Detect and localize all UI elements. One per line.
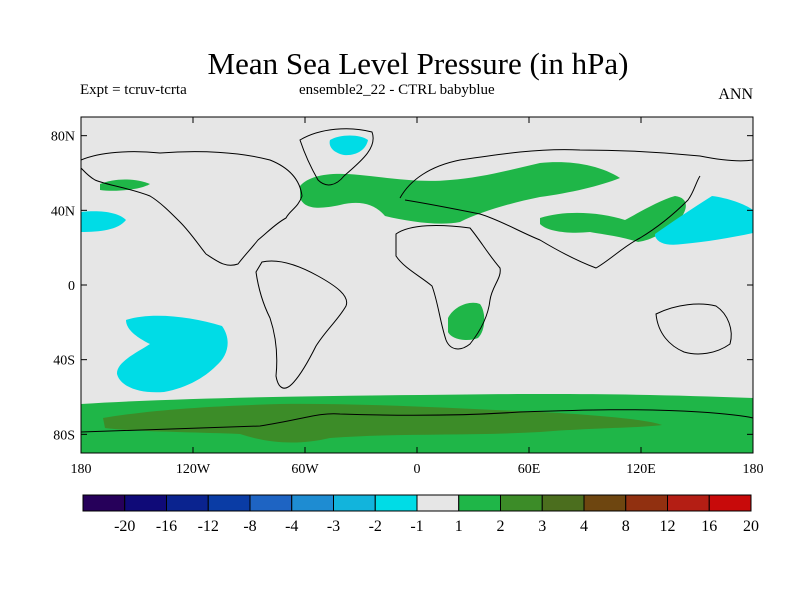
colorbar-label: -2 <box>369 518 382 535</box>
colorbar-swatch <box>124 494 167 512</box>
negative-anomaly-arctic <box>329 135 368 156</box>
colorbar-swatch <box>333 494 376 512</box>
colorbar-label: 1 <box>455 518 463 535</box>
coastline-greenland <box>299 128 374 186</box>
y-tick-label: 80S <box>53 428 75 443</box>
anomaly-fills <box>81 135 753 453</box>
experiment-label: Expt = tcruv-tcrta <box>80 82 187 98</box>
colorbar-label: -12 <box>198 518 219 535</box>
colorbar-label: -4 <box>285 518 298 535</box>
y-tick-label: 40N <box>51 204 75 219</box>
strong-positive-anomaly-antarctica <box>103 403 662 443</box>
chart-title: Mean Sea Level Pressure (in hPa) <box>207 46 629 81</box>
x-tick-label: 0 <box>414 462 421 477</box>
coastline-australia <box>655 303 732 355</box>
y-tick-label: 40S <box>53 354 75 369</box>
colorbar-labels: -20 -16 -12 -8 -4 -3 -2 -1 1 2 3 4 8 12 16 20 <box>114 518 759 535</box>
colorbar-swatch <box>583 494 627 512</box>
colorbar-label: 4 <box>580 518 588 535</box>
colorbar-swatch <box>667 494 710 512</box>
positive-anomaly-central-asia <box>540 196 686 242</box>
colorbar-label: -16 <box>156 518 177 535</box>
colorbar-swatch <box>291 494 334 512</box>
colorbar-swatch <box>166 494 209 512</box>
map-panel: 180 120W 60W 0 60E 120E 180 80N 40N 0 40S 80S <box>51 116 764 477</box>
coastline-africa <box>395 225 501 350</box>
x-tick-label: 60E <box>518 462 541 477</box>
positive-anomaly-atlantic-eurasia <box>300 162 620 224</box>
map-axis-ticks <box>80 117 754 453</box>
coastline-south-america <box>255 260 348 389</box>
x-tick-label: 180 <box>71 462 92 477</box>
x-tick-label: 120E <box>626 462 656 477</box>
colorbar <box>82 494 752 512</box>
colorbar-label: 16 <box>701 518 717 535</box>
colorbar-swatch <box>249 494 293 512</box>
colorbar-swatch <box>625 494 668 512</box>
colorbar-label: 8 <box>622 518 630 535</box>
colorbar-label: 3 <box>538 518 546 535</box>
coastlines <box>80 128 754 433</box>
colorbar-swatch <box>416 494 460 512</box>
season-label: ANN <box>718 86 753 103</box>
y-tick-label: 0 <box>68 279 75 294</box>
colorbar-swatch <box>82 494 126 512</box>
colorbar-label: -1 <box>410 518 423 535</box>
x-tick-label: 180 <box>743 462 764 477</box>
colorbar-swatch <box>458 494 501 512</box>
x-tick-label: 60W <box>291 462 319 477</box>
colorbar-swatch <box>708 494 752 512</box>
negative-anomaly-north-pacific-west <box>655 196 753 245</box>
colorbar-label: 12 <box>660 518 676 535</box>
x-tick-label: 120W <box>176 462 211 477</box>
colorbar-label: -3 <box>327 518 340 535</box>
case-label: ensemble2_22 - CTRL babyblue <box>299 82 495 98</box>
colorbar-label: 20 <box>743 518 759 535</box>
positive-anomaly-southern-africa <box>448 302 485 340</box>
coastline-north-america <box>80 151 303 266</box>
colorbar-swatch <box>541 494 585 512</box>
coastline-antarctica <box>80 409 754 433</box>
colorbar-label: -20 <box>114 518 135 535</box>
colorbar-label: -8 <box>243 518 256 535</box>
positive-anomaly-pacific-west <box>100 179 150 191</box>
colorbar-swatch <box>500 494 543 512</box>
coastline-eurasia <box>399 149 754 269</box>
colorbar-label: 2 <box>497 518 505 535</box>
colorbar-swatch <box>374 494 418 512</box>
map-axis-tick-labels: 180 120W 60W 0 60E 120E 180 80N 40N 0 40S 80S <box>51 130 764 477</box>
y-tick-label: 80N <box>51 130 75 145</box>
colorbar-swatch <box>207 494 251 512</box>
negative-anomaly-south-pacific <box>116 315 228 393</box>
negative-anomaly-north-pacific-east <box>81 211 126 232</box>
